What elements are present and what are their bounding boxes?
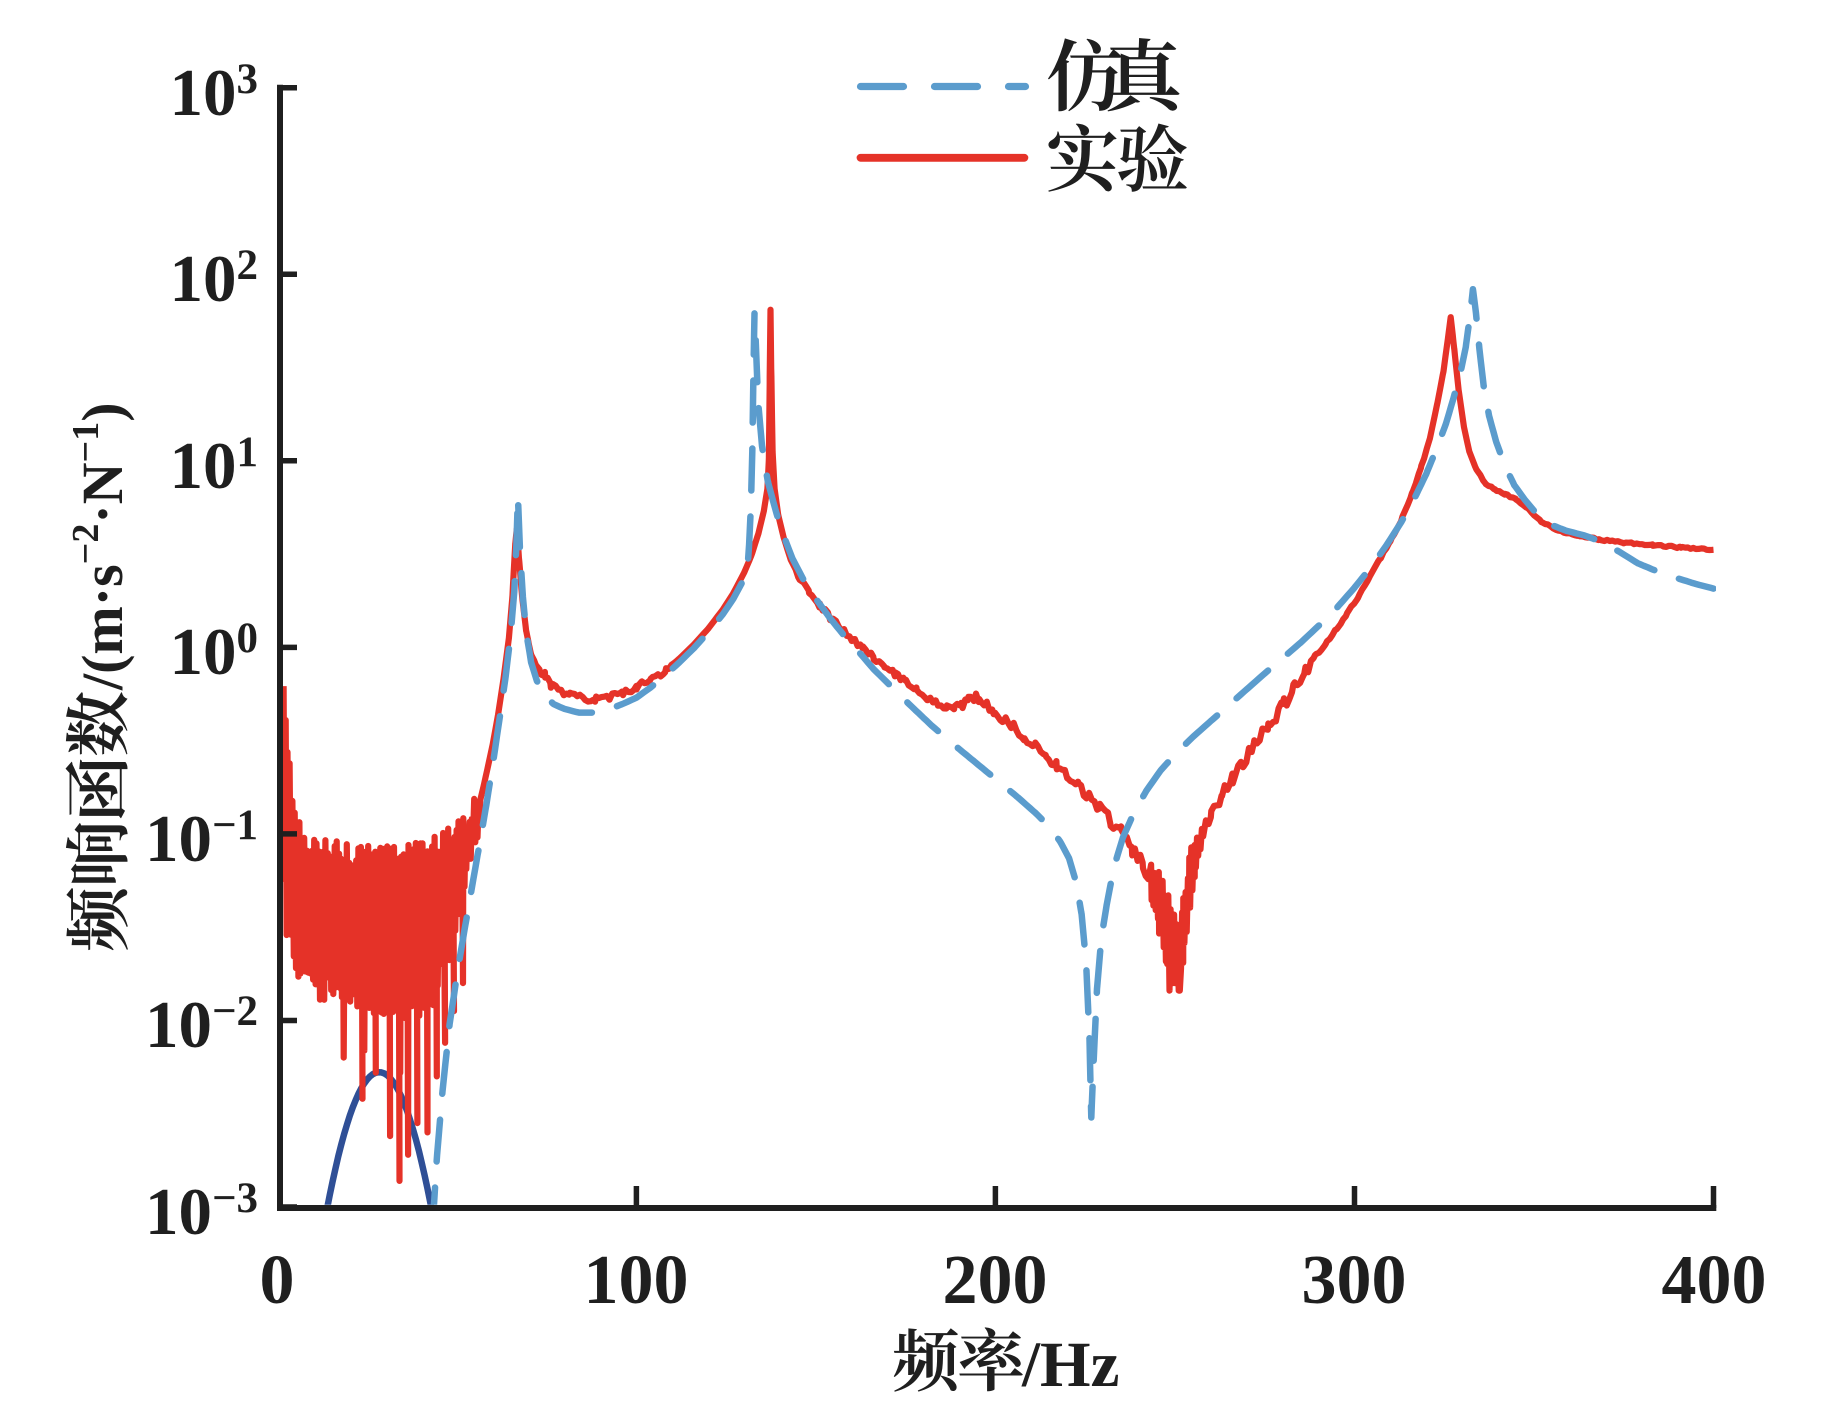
svg-text:400: 400: [1662, 1242, 1767, 1319]
svg-text:300: 300: [1302, 1242, 1407, 1319]
svg-text:101: 101: [170, 429, 259, 503]
svg-text:100: 100: [584, 1242, 689, 1319]
svg-text:10−3: 10−3: [145, 1175, 258, 1249]
svg-text:10−2: 10−2: [145, 988, 258, 1062]
svg-text:200: 200: [943, 1242, 1048, 1319]
svg-text:103: 103: [170, 56, 259, 130]
svg-text:10−1: 10−1: [145, 802, 258, 876]
svg-text:0: 0: [260, 1242, 295, 1319]
svg-text:/Hz: /Hz: [1021, 1329, 1119, 1401]
svg-text:102: 102: [170, 242, 259, 316]
svg-text:100: 100: [170, 615, 259, 689]
